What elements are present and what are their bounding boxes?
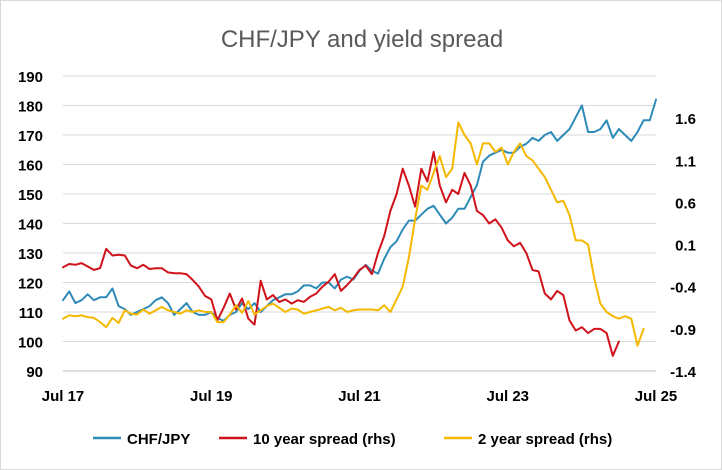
series-line-1 (62, 150, 620, 357)
chart-title: CHF/JPY and yield spread (221, 26, 503, 53)
y-left-tick-label: 190 (18, 69, 43, 86)
legend-label: CHF/JPY (127, 431, 190, 448)
y-left-tick-label: 180 (18, 99, 43, 116)
legend-label: 2 year spread (rhs) (478, 431, 612, 448)
x-tick-label: Jul 17 (42, 388, 85, 405)
y-left-tick-label: 90 (26, 364, 43, 381)
right-axis: 1.6 1.1 0.6 0.1 -0.4 -0.9 -1.4 (670, 111, 697, 381)
x-tick-label: Jul 25 (635, 388, 678, 405)
y-right-tick-label: -0.4 (670, 280, 697, 297)
y-left-tick-label: 110 (19, 305, 43, 322)
y-right-tick-label: -0.9 (670, 322, 696, 339)
y-left-tick-label: 120 (18, 276, 43, 293)
legend: CHF/JPY 10 year spread (rhs) 2 year spread… (93, 431, 612, 448)
y-left-tick-label: 140 (18, 217, 43, 234)
x-tick-label: Jul 23 (486, 388, 529, 405)
y-left-tick-label: 160 (18, 158, 43, 175)
series-layer (62, 98, 657, 357)
left-axis: 190 180 170 160 150 140 130 120 110 100 90 (18, 69, 43, 381)
y-left-tick-label: 170 (18, 128, 43, 145)
y-left-tick-label: 150 (18, 187, 43, 204)
x-tick-label: Jul 19 (190, 388, 233, 405)
y-left-tick-label: 130 (18, 246, 43, 263)
legend-label: 10 year spread (rhs) (253, 431, 396, 448)
x-tick-label: Jul 21 (338, 388, 381, 405)
y-left-tick-label: 100 (18, 335, 43, 352)
x-axis: Jul 17 Jul 19 Jul 21 Jul 23 Jul 25 (42, 370, 678, 405)
y-right-tick-label: 0.6 (675, 195, 696, 212)
y-right-tick-label: -1.4 (670, 364, 697, 381)
y-right-tick-label: 1.6 (675, 111, 696, 128)
series-line-2 (62, 121, 645, 347)
y-right-tick-label: 1.1 (675, 153, 696, 170)
gridlines (63, 75, 656, 372)
y-right-tick-label: 0.1 (675, 238, 696, 255)
